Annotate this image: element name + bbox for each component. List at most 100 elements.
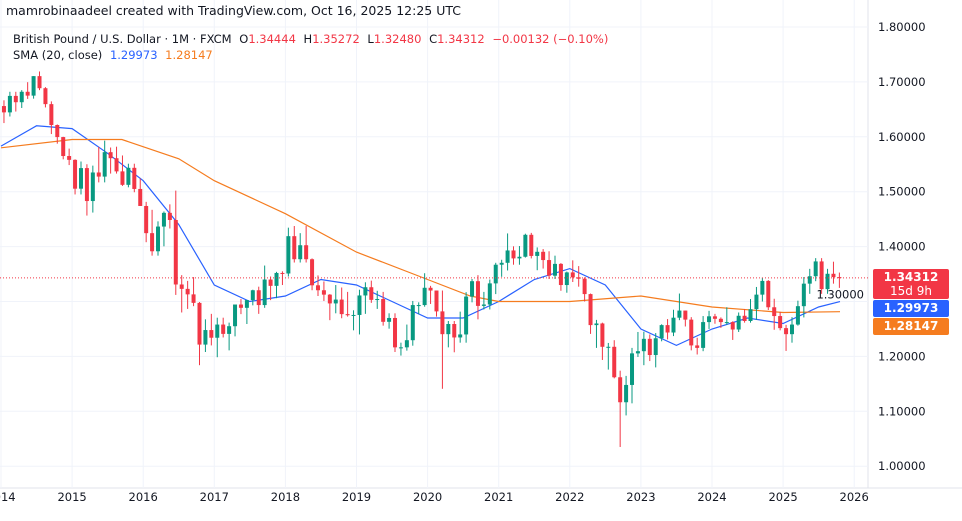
candle-body: [801, 283, 806, 307]
x-tick-label: 2023: [626, 490, 655, 504]
candle: [262, 265, 267, 308]
candle: [564, 271, 569, 293]
candle: [760, 277, 765, 302]
candle: [446, 320, 451, 348]
candle: [363, 282, 368, 314]
candle: [736, 312, 741, 332]
candle: [156, 221, 161, 256]
candle: [310, 258, 315, 291]
y-tick-label: 1.60000: [878, 130, 926, 144]
candle-body: [659, 325, 664, 339]
candle-body: [523, 234, 528, 257]
candle: [369, 280, 374, 303]
candle: [529, 232, 534, 259]
candle-body: [837, 277, 842, 279]
candle-body: [511, 250, 516, 259]
candle: [108, 147, 113, 174]
candle: [321, 281, 326, 301]
candle-body: [671, 317, 676, 333]
candle-body: [778, 316, 783, 329]
candle: [49, 101, 54, 135]
candle-body: [286, 236, 291, 274]
candle: [410, 300, 415, 346]
candle: [250, 289, 255, 306]
candle: [25, 82, 30, 99]
candle-body: [547, 260, 552, 276]
candle: [120, 155, 125, 186]
candle-body: [624, 384, 629, 403]
candle: [197, 302, 202, 366]
candle-body: [78, 168, 83, 189]
candle-body: [635, 351, 640, 354]
candle: [327, 294, 332, 321]
candle: [766, 280, 771, 311]
symbol-legend[interactable]: British Pound / U.S. Dollar · 1M · FXCM …: [13, 31, 612, 47]
candle-body: [529, 234, 534, 256]
candle-body: [31, 76, 36, 96]
candle-body: [422, 287, 427, 306]
candle-body: [381, 299, 386, 322]
candle: [718, 317, 723, 328]
candle: [511, 246, 516, 265]
candle: [292, 226, 297, 263]
candle: [398, 342, 403, 356]
candle: [576, 266, 581, 287]
x-tick-label: 2018: [271, 490, 300, 504]
price-axis[interactable]: 1.00000 1.10000 1.20000 1.30000 1.40000 1.500…: [816, 20, 925, 473]
candle-body: [481, 304, 486, 306]
candle: [144, 201, 149, 243]
candle: [606, 342, 611, 370]
candle: [825, 268, 830, 294]
candle-body: [665, 325, 670, 333]
candle-body: [310, 259, 315, 286]
candle-body: [499, 262, 504, 265]
candle-body: [754, 294, 759, 310]
candle-body: [618, 377, 623, 403]
candle-body: [535, 251, 540, 256]
candle-body: [150, 233, 155, 252]
candle-body: [173, 219, 178, 285]
candle: [795, 300, 800, 326]
candle-body: [339, 299, 344, 315]
candle: [499, 259, 504, 277]
candle: [434, 290, 439, 317]
candle-body: [712, 316, 717, 319]
candle-body: [772, 307, 777, 317]
candle: [304, 225, 309, 263]
candle-body: [464, 296, 469, 335]
candle-body: [452, 324, 457, 338]
y-tick-label: 1.70000: [878, 75, 926, 89]
candle-body: [558, 263, 563, 286]
candle-body: [120, 171, 125, 185]
candle: [274, 271, 279, 299]
candle-body: [653, 338, 658, 356]
candle: [238, 299, 243, 315]
sma-lines: [0, 125, 841, 347]
candle: [481, 291, 486, 310]
candle-body: [280, 272, 285, 274]
candle-body: [197, 302, 202, 345]
candle: [227, 322, 232, 351]
time-axis[interactable]: 2014 2015 2016 2017 2018 2019 2020 2021 2022 2023…: [0, 490, 869, 504]
candle: [784, 324, 789, 351]
candle-body: [393, 317, 398, 348]
candle-body: [233, 304, 238, 327]
candle: [754, 286, 759, 320]
candle-body: [37, 76, 42, 89]
candle: [671, 309, 676, 337]
candle: [570, 260, 575, 283]
candle: [138, 178, 143, 206]
candle-body: [369, 287, 374, 300]
candle-body: [552, 263, 557, 276]
candle-body: [161, 212, 166, 227]
candle: [689, 317, 694, 351]
candle-body: [203, 330, 208, 345]
candle-body: [570, 272, 575, 278]
candle-body: [357, 295, 362, 315]
candle: [233, 304, 238, 337]
candle-body: [564, 272, 569, 286]
candle-body: [600, 323, 605, 347]
sma-legend[interactable]: SMA (20, close) 1.29973 1.28147: [13, 47, 612, 63]
sma-value-2: 1.28147: [165, 48, 213, 62]
